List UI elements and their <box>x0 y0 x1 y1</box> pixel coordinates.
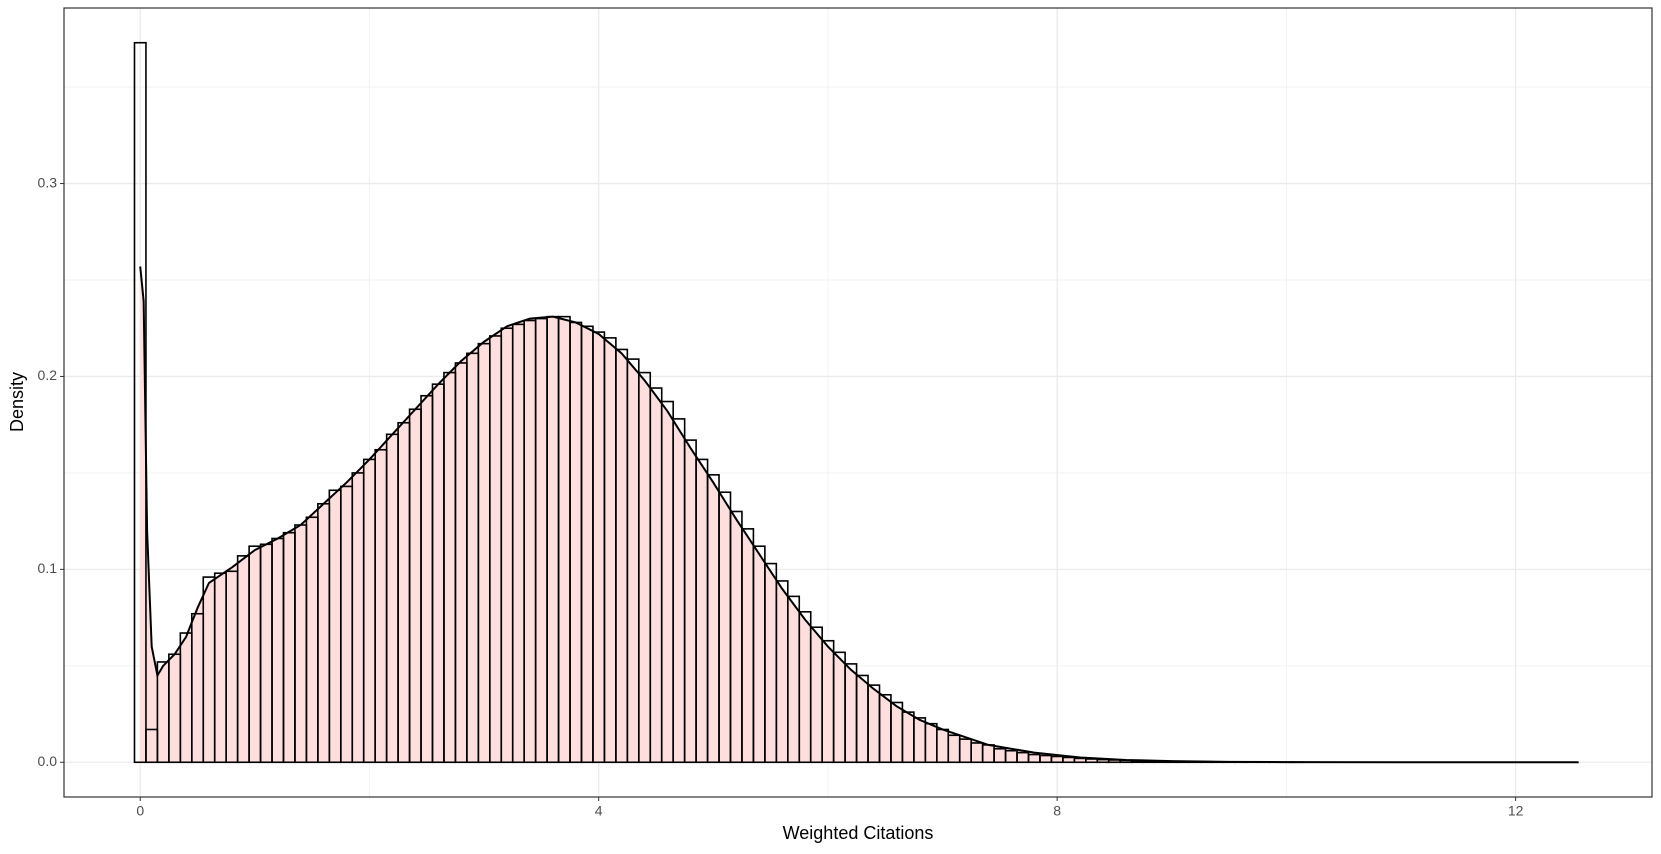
density-area <box>140 266 1579 763</box>
x-tick-label: 0 <box>136 803 144 819</box>
x-tick-label: 12 <box>1508 803 1524 819</box>
panel-border <box>63 7 1653 798</box>
y-axis-title: Density <box>7 372 27 432</box>
x-tick-label: 8 <box>1053 803 1061 819</box>
density-line <box>139 266 1579 764</box>
y-tick-label: 0.0 <box>38 753 58 769</box>
y-tick-label: 0.3 <box>38 174 58 190</box>
x-tick-label: 4 <box>595 803 603 819</box>
x-axis-title: Weighted Citations <box>783 823 934 843</box>
y-tick-label: 0.1 <box>38 560 58 576</box>
y-tick-label: 0.2 <box>38 367 58 383</box>
plot-area <box>133 41 1579 764</box>
